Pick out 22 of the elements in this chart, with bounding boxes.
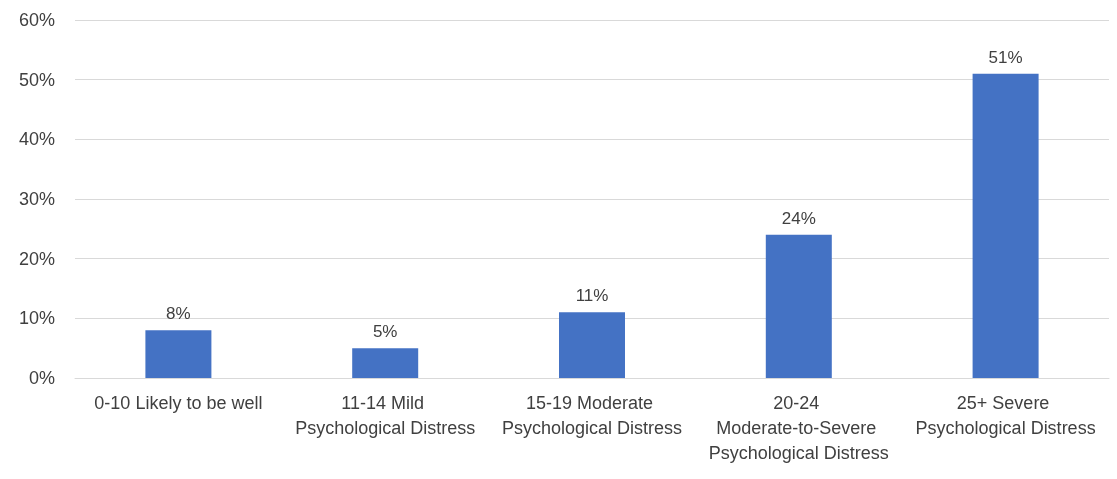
data-label: 24% [781, 208, 816, 228]
y-tick-label: 60% [18, 10, 55, 30]
y-tick-label: 10% [18, 308, 55, 329]
x-tick-label: 0-10 Likely to be well [94, 392, 263, 413]
y-tick-label: 30% [18, 189, 55, 209]
data-label: 8% [166, 304, 191, 324]
data-label: 51% [988, 47, 1023, 67]
bar [765, 234, 832, 378]
data-label: 11% [575, 286, 609, 306]
bar [352, 348, 419, 378]
x-tick-label: 15-19 Moderate Psychological Distress [501, 392, 683, 438]
bar [145, 330, 212, 378]
x-tick-label: 20-24 Moderate-to-Severe Psychological Distress [708, 392, 889, 463]
data-label: 5% [372, 322, 398, 342]
x-tick-label: 11-14 Mild Psychological Distress [295, 392, 476, 438]
x-tick-label: 25+ Severe Psychological Distress [915, 392, 1096, 438]
y-tick-label: 20% [18, 248, 55, 269]
bar [972, 73, 1039, 378]
bar [559, 312, 625, 378]
y-tick-label: 40% [18, 129, 55, 150]
y-tick-label: 50% [18, 69, 55, 90]
y-tick-label: 0% [28, 368, 55, 388]
